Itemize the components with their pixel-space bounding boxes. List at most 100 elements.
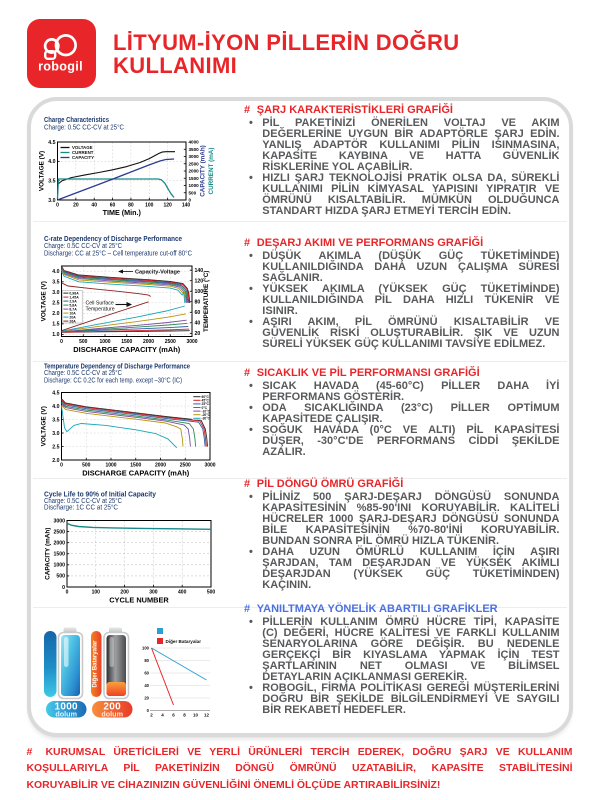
svg-text:10A: 10A — [69, 312, 76, 316]
svg-text:140: 140 — [195, 268, 204, 274]
svg-text:100: 100 — [195, 289, 204, 295]
svg-text:VOLTAGE (V): VOLTAGE (V) — [39, 151, 46, 191]
svg-text:8,7A: 8,7A — [69, 308, 77, 312]
svg-text:CYCLE NUMBER: CYCLE NUMBER — [109, 596, 169, 605]
svg-text:60: 60 — [110, 203, 116, 209]
svg-text:60: 60 — [144, 671, 149, 676]
svg-text:500: 500 — [82, 463, 91, 469]
svg-text:1000: 1000 — [99, 339, 110, 345]
svg-text:300: 300 — [149, 590, 158, 596]
svg-text:40: 40 — [144, 683, 149, 688]
svg-text:VOLTAGE (V): VOLTAGE (V) — [41, 281, 48, 321]
svg-text:1000: 1000 — [105, 463, 116, 469]
svg-text:CURRENT (mA): CURRENT (mA) — [208, 148, 215, 195]
svg-text:3.5: 3.5 — [52, 417, 59, 423]
svg-text:6: 6 — [172, 713, 175, 718]
svg-text:3.0: 3.0 — [52, 431, 59, 437]
svg-text:12: 12 — [204, 713, 210, 718]
svg-text:45°C: 45°C — [202, 399, 210, 403]
svg-text:3000: 3000 — [189, 154, 200, 159]
svg-text:3.0: 3.0 — [48, 198, 55, 204]
svg-text:3000: 3000 — [53, 518, 65, 524]
svg-text:2500: 2500 — [189, 161, 200, 166]
svg-text:Cycle Life to 90% of Initial C: Cycle Life to 90% of Initial Capacity — [44, 491, 156, 498]
svg-text:dolum: dolum — [101, 709, 123, 718]
svg-text:-10°C: -10°C — [202, 409, 211, 413]
svg-text:4.5: 4.5 — [52, 390, 59, 396]
svg-text:2.0: 2.0 — [52, 311, 59, 317]
svg-text:2000: 2000 — [155, 463, 166, 469]
svg-text:0: 0 — [62, 585, 65, 591]
svg-text:140: 140 — [182, 203, 191, 209]
svg-text:0: 0 — [60, 463, 63, 469]
svg-text:1000: 1000 — [53, 563, 65, 569]
svg-text:4000: 4000 — [189, 140, 200, 145]
svg-text:2.5: 2.5 — [52, 301, 59, 307]
svg-text:200: 200 — [103, 702, 121, 713]
svg-text:1500: 1500 — [53, 552, 65, 558]
svg-text:120: 120 — [163, 203, 172, 209]
svg-text:CURRENT: CURRENT — [72, 150, 94, 155]
svg-text:0: 0 — [66, 590, 69, 596]
svg-text:2000: 2000 — [143, 339, 154, 345]
svg-text:3000: 3000 — [186, 339, 197, 345]
svg-text:500: 500 — [189, 190, 197, 195]
svg-text:Charge: 0.5C CC-CV at 25°C: Charge: 0.5C CC-CV at 25°C — [44, 124, 124, 132]
svg-text:4.5: 4.5 — [48, 140, 55, 146]
svg-text:500: 500 — [56, 574, 65, 580]
svg-text:2,9A: 2,9A — [69, 300, 77, 304]
svg-text:2500: 2500 — [53, 529, 65, 535]
svg-text:40: 40 — [91, 203, 97, 209]
svg-text:1.0: 1.0 — [52, 332, 59, 338]
svg-text:25°C: 25°C — [202, 402, 210, 406]
svg-text:2000: 2000 — [189, 169, 200, 174]
svg-text:0: 0 — [189, 198, 192, 203]
svg-text:80: 80 — [144, 658, 149, 663]
svg-text:Capacity-Voltage: Capacity-Voltage — [135, 270, 180, 276]
svg-text:2.0: 2.0 — [52, 458, 59, 464]
svg-text:200: 200 — [120, 590, 129, 596]
svg-text:DISCHARGE CAPACITY (mAh): DISCHARGE CAPACITY (mAh) — [73, 345, 180, 354]
svg-text:-20°C: -20°C — [202, 413, 211, 417]
svg-text:100: 100 — [92, 590, 101, 596]
svg-text:20: 20 — [73, 203, 79, 209]
svg-text:80: 80 — [128, 203, 134, 209]
svg-text:2500: 2500 — [165, 339, 176, 345]
svg-text:120: 120 — [195, 279, 204, 285]
svg-text:2000: 2000 — [53, 540, 65, 546]
svg-text:0,98A: 0,98A — [69, 292, 79, 296]
svg-text:60°C: 60°C — [202, 395, 210, 399]
svg-text:4: 4 — [161, 713, 164, 718]
svg-text:Temperature: Temperature — [86, 306, 115, 312]
svg-text:2: 2 — [150, 713, 153, 718]
svg-text:60: 60 — [195, 310, 201, 316]
svg-text:500: 500 — [207, 590, 216, 596]
svg-text:dolum: dolum — [55, 709, 77, 718]
svg-text:0: 0 — [147, 708, 150, 713]
svg-text:10: 10 — [193, 713, 199, 718]
svg-text:Diğer Bataryalar: Diğer Bataryalar — [91, 640, 98, 688]
svg-text:400: 400 — [178, 590, 187, 596]
svg-text:VOLTAGE (V): VOLTAGE (V) — [41, 406, 48, 446]
svg-text:100: 100 — [145, 203, 154, 209]
svg-text:2500: 2500 — [180, 463, 191, 469]
svg-text:1500: 1500 — [121, 339, 132, 345]
svg-text:2.5: 2.5 — [52, 444, 59, 450]
svg-text:100: 100 — [142, 646, 150, 651]
svg-text:Discharge: CC at 25°C – Cell t: Discharge: CC at 25°C – Cell temperature… — [44, 250, 192, 258]
svg-text:Charge: 0.5C CC-CV at 25°C: Charge: 0.5C CC-CV at 25°C — [44, 497, 122, 505]
svg-text:Discharge: CC 0.2C for each te: Discharge: CC 0.2C for each temp. except… — [44, 376, 182, 384]
svg-text:C-rate Dependency of Discharge: C-rate Dependency of Discharge Performan… — [44, 236, 182, 243]
svg-text:Discharge: 1C CC at 25°C: Discharge: 1C CC at 25°C — [44, 504, 118, 512]
svg-text:CAPACITY (mAh): CAPACITY (mAh) — [200, 145, 207, 197]
svg-text:3000: 3000 — [204, 463, 215, 469]
svg-text:1000: 1000 — [54, 702, 78, 713]
svg-text:Temperature Dependency of Disc: Temperature Dependency of Discharge Perf… — [44, 363, 190, 370]
svg-text:Diğer Bataryalar: Diğer Bataryalar — [166, 639, 202, 644]
svg-text:CAPACITY: CAPACITY — [72, 155, 94, 160]
svg-text:20: 20 — [195, 331, 201, 337]
svg-text:VOLTAGE: VOLTAGE — [72, 145, 93, 150]
svg-text:20A: 20A — [69, 316, 76, 320]
svg-text:3.5: 3.5 — [52, 280, 59, 286]
svg-text:4.0: 4.0 — [52, 404, 59, 410]
